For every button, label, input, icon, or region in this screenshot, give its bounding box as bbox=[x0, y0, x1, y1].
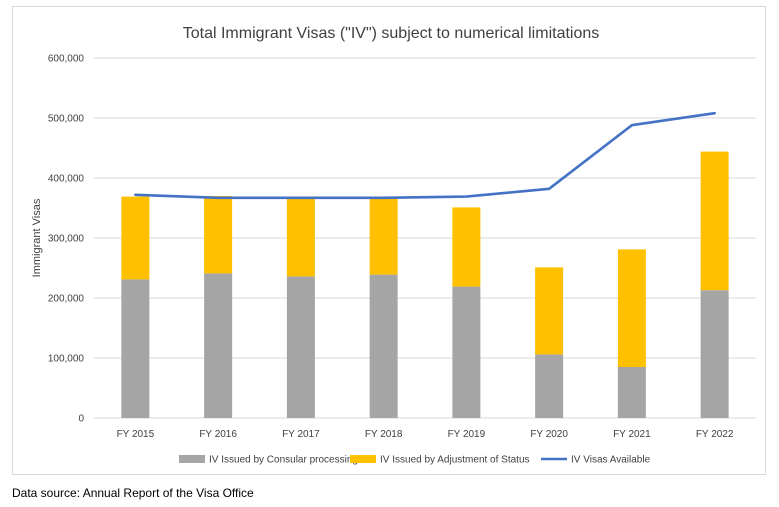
bar-consular bbox=[121, 279, 150, 418]
bar-adjustment bbox=[535, 267, 564, 355]
x-tick-label: FY 2022 bbox=[696, 429, 734, 440]
y-axis-label: Immigrant Visas bbox=[31, 198, 43, 277]
bar-consular bbox=[286, 276, 315, 418]
legend-label: IV Visas Available bbox=[571, 455, 651, 466]
y-tick-label: 400,000 bbox=[48, 174, 85, 185]
y-tick-label: 600,000 bbox=[48, 54, 85, 65]
legend-label: IV Issued by Consular processing bbox=[209, 455, 358, 466]
legend-swatch bbox=[179, 455, 205, 463]
x-tick-label: FY 2017 bbox=[282, 429, 320, 440]
bar-adjustment bbox=[121, 196, 150, 280]
x-tick-label: FY 2016 bbox=[199, 429, 237, 440]
bar-consular bbox=[204, 273, 233, 418]
y-tick-label: 500,000 bbox=[48, 114, 85, 125]
bar-adjustment bbox=[452, 207, 481, 287]
x-tick-label: FY 2021 bbox=[613, 429, 651, 440]
bar-consular bbox=[700, 290, 729, 418]
legend-swatch bbox=[350, 455, 376, 463]
bar-adjustment bbox=[700, 151, 729, 291]
bar-adjustment bbox=[286, 198, 315, 277]
gridlines bbox=[94, 57, 756, 419]
y-tick-label: 300,000 bbox=[48, 234, 85, 245]
y-tick-label: 200,000 bbox=[48, 294, 85, 305]
bar-adjustment bbox=[204, 196, 233, 274]
bar-consular bbox=[535, 354, 564, 418]
y-tick-label: 100,000 bbox=[48, 354, 85, 365]
line-visas-available bbox=[134, 111, 716, 200]
chart-title: Total Immigrant Visas ("IV") subject to … bbox=[183, 25, 600, 42]
legend-label: IV Issued by Adjustment of Status bbox=[380, 455, 530, 466]
legend: IV Issued by Consular processing IV Issue… bbox=[179, 455, 651, 466]
x-tick-label: FY 2018 bbox=[365, 429, 403, 440]
x-axis-ticks: FY 2015 FY 2016 FY 2017 FY 2018 FY 2019 FY 20… bbox=[117, 429, 734, 440]
x-tick-label: FY 2019 bbox=[448, 429, 486, 440]
bar-consular bbox=[452, 286, 481, 418]
bars bbox=[121, 151, 729, 418]
bar-adjustment bbox=[617, 249, 646, 367]
y-tick-label: 0 bbox=[78, 414, 84, 425]
x-tick-label: FY 2015 bbox=[117, 429, 155, 440]
line-series bbox=[134, 111, 716, 200]
x-tick-label: FY 2020 bbox=[530, 429, 568, 440]
bar-consular bbox=[369, 274, 398, 418]
y-axis-ticks: 0 100,000 200,000 300,000 400,000 500,000 600,… bbox=[48, 54, 85, 425]
bar-adjustment bbox=[369, 198, 398, 275]
source-note: Data source: Annual Report of the Visa O… bbox=[12, 486, 254, 500]
bar-consular bbox=[617, 367, 646, 418]
